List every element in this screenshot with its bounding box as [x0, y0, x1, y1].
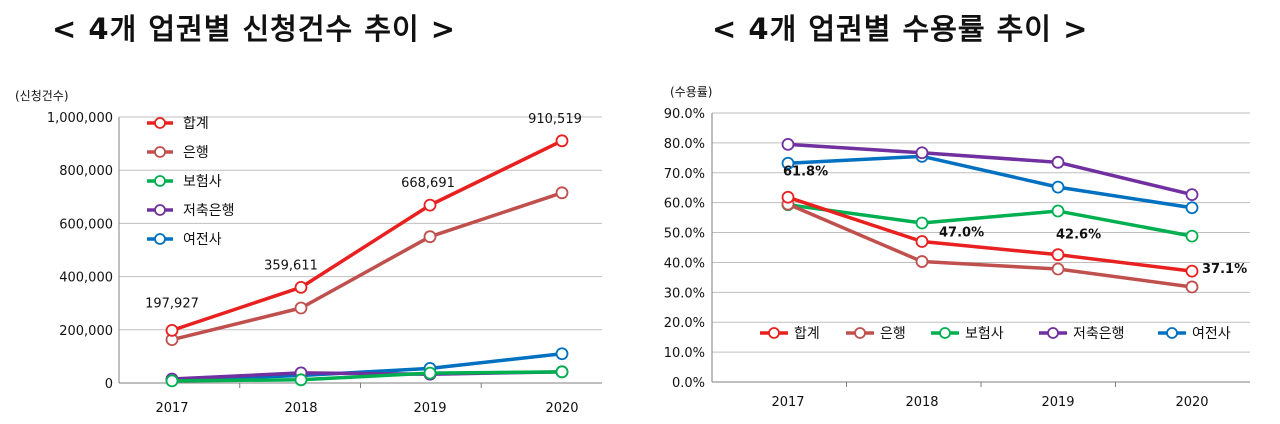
right-y-tick-label: 20.0%	[664, 316, 705, 331]
left-series-1-point	[165, 323, 179, 337]
right-series-5-point	[1051, 180, 1065, 194]
right-y-axis-label: (수용률)	[670, 85, 712, 99]
left-series-1-point	[555, 134, 569, 148]
right-series-4-point	[781, 137, 795, 151]
right-series-3-point	[1185, 229, 1199, 243]
left-legend-label: 저축은행	[183, 203, 235, 219]
right-series-2-point	[1185, 280, 1199, 294]
right-legend-label: 합계	[794, 326, 820, 342]
left-series-3-point	[165, 374, 179, 388]
right-y-tick-label: 30.0%	[664, 286, 705, 301]
right-legend-marker	[854, 327, 866, 339]
left-legend-label: 보험사	[183, 174, 222, 190]
right-data-label: 61.8%	[783, 164, 828, 179]
left-legend-marker	[154, 175, 166, 187]
right-y-tick-label: 10.0%	[664, 346, 705, 361]
right-x-tick-label: 2019	[1041, 395, 1074, 410]
left-legend-label: 은행	[183, 145, 209, 161]
right-series-line-2	[787, 202, 1193, 289]
left-data-label: 910,519	[528, 112, 582, 127]
right-series-2-point	[1051, 262, 1065, 276]
right-y-tick-label: 50.0%	[664, 227, 705, 242]
right-legend-marker	[768, 327, 780, 339]
left-y-tick-label: 1,000,000	[47, 111, 113, 126]
right-y-tick-label: 0.0%	[672, 376, 705, 391]
left-series-line-3	[171, 370, 563, 383]
left-series-3-point	[294, 373, 308, 387]
right-series-2-point	[915, 255, 929, 268]
left-series-line-2	[171, 191, 563, 342]
left-x-tick-label: 2018	[284, 401, 317, 416]
right-data-label: 47.0%	[939, 226, 984, 241]
left-series-5-point	[555, 347, 569, 361]
right-y-tick-label: 60.0%	[664, 197, 705, 212]
left-data-label: 359,611	[264, 258, 318, 273]
right-series-1-point	[915, 235, 929, 248]
right-legend-label: 여전사	[1192, 326, 1231, 342]
left-legend-label: 합계	[183, 116, 209, 132]
right-series-3-point	[915, 216, 929, 230]
right-series-4-point	[1185, 188, 1199, 201]
left-y-tick-label: 800,000	[59, 164, 113, 179]
right-y-tick-label: 80.0%	[664, 137, 705, 152]
left-data-label: 197,927	[145, 296, 199, 311]
left-x-tick-label: 2020	[545, 401, 578, 416]
right-x-tick-label: 2018	[905, 395, 938, 410]
right-legend-label: 보험사	[965, 326, 1004, 342]
left-series-2-point	[423, 230, 437, 244]
right-series-1-point	[1185, 264, 1199, 278]
left-legend-marker	[154, 233, 166, 245]
right-data-label: 42.6%	[1056, 228, 1101, 243]
right-x-tick-label: 2020	[1175, 395, 1208, 410]
right-legend-marker	[1166, 327, 1178, 339]
right-x-tick-label: 2017	[771, 395, 804, 410]
left-series-3-point	[555, 365, 569, 379]
right-legend-label: 저축은행	[1073, 326, 1125, 342]
left-y-tick-label: 200,000	[59, 324, 113, 339]
right-series-4-point	[1051, 155, 1065, 169]
right-y-tick-label: 40.0%	[664, 256, 705, 271]
right-legend-label: 은행	[880, 326, 906, 342]
right-series-5-point	[781, 156, 795, 170]
right-legend-marker	[1047, 327, 1059, 339]
left-x-tick-label: 2017	[155, 401, 188, 416]
left-series-1-point	[294, 280, 308, 294]
left-y-tick-label: 400,000	[59, 271, 113, 286]
left-legend-marker	[154, 146, 166, 158]
right-series-3-point	[1051, 204, 1065, 218]
left-series-3-point	[423, 366, 437, 380]
left-data-label: 668,691	[401, 176, 455, 191]
left-series-1-point	[423, 198, 437, 212]
left-legend-marker	[154, 204, 166, 216]
right-series-4-point	[915, 146, 929, 160]
right-chart-title: < 4개 업권별 수용률 추이 >	[712, 12, 1089, 46]
left-legend-label: 여전사	[183, 232, 222, 248]
left-legend-marker	[154, 117, 166, 129]
left-series-2-point	[555, 186, 569, 200]
right-legend-marker	[939, 327, 951, 339]
right-series-5-point	[1185, 201, 1199, 215]
right-series-1-point	[1051, 248, 1065, 262]
left-series-line-1	[171, 139, 563, 333]
right-series-line-3	[787, 203, 1193, 238]
right-series-line-5	[787, 154, 1193, 210]
right-series-line-4	[787, 142, 1193, 197]
left-y-tick-label: 600,000	[59, 217, 113, 232]
left-series-2-point	[294, 301, 308, 315]
right-series-1-point	[781, 190, 795, 204]
right-y-tick-label: 70.0%	[664, 167, 705, 182]
left-chart-title: < 4개 업권별 신청건수 추이 >	[52, 12, 457, 46]
left-y-tick-label: 0	[105, 377, 113, 392]
right-y-tick-label: 90.0%	[664, 107, 705, 122]
left-x-tick-label: 2019	[413, 401, 446, 416]
left-y-axis-label: (신청건수)	[15, 89, 69, 103]
right-series-line-1	[787, 195, 1193, 273]
right-data-label: 37.1%	[1202, 262, 1247, 277]
